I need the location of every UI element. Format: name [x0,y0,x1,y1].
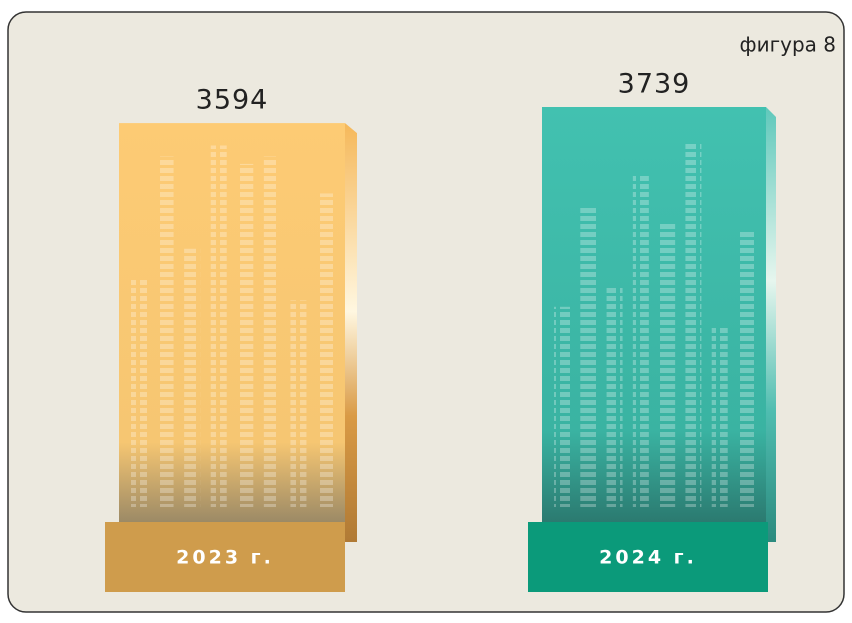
category-box [105,522,345,592]
bar-decoration [131,278,147,507]
bar-decoration [554,306,570,507]
bar-decoration [632,175,649,507]
bar [119,123,345,522]
bar-decoration [290,300,307,507]
bar-decoration [237,163,254,507]
category-label: 2024 г. [599,547,697,569]
bar-decoration [157,156,174,507]
bar-decoration [317,193,333,507]
bar-decoration [711,326,728,507]
bar-decoration [184,248,201,507]
figure-label: фигура 8 [740,33,836,57]
bar-side [345,123,357,542]
bar-decoration [738,229,754,508]
category-label: 2023 г. [176,547,274,569]
category-box [528,522,768,592]
bar-decoration [580,206,597,507]
bar-decoration [685,141,702,507]
bar-side [766,107,776,542]
bar-decoration [606,287,623,507]
bar-decoration [210,145,227,508]
bar [542,107,766,522]
value-label: 3739 [618,69,691,100]
bar-decoration [263,156,280,507]
value-label: 3594 [196,85,269,116]
bar-decoration [659,222,676,507]
